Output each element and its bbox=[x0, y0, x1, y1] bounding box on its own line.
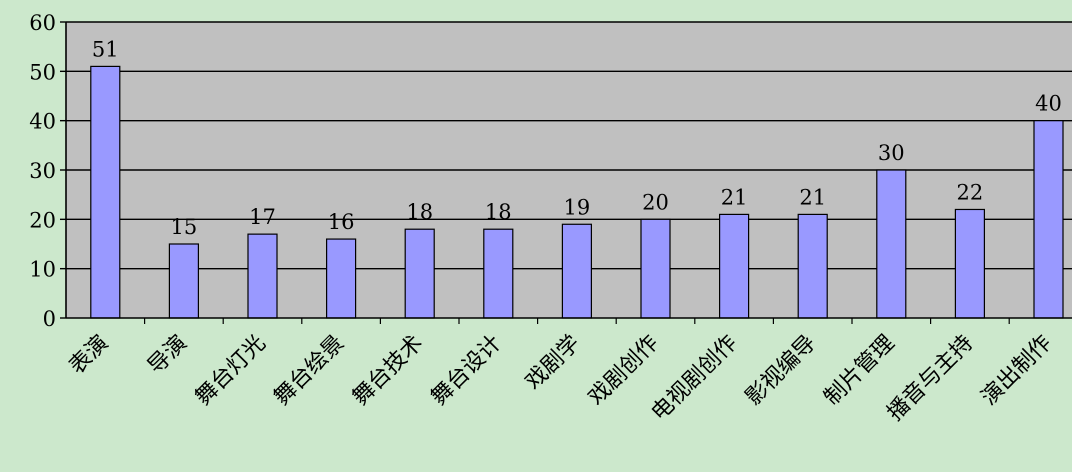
bar bbox=[718, 213, 750, 319]
bar bbox=[876, 169, 907, 319]
data-label: 15 bbox=[171, 215, 198, 239]
x-tick-label: 导演 bbox=[143, 331, 192, 380]
x-tick-label: 舞台技术 bbox=[348, 331, 428, 411]
gridlines bbox=[66, 21, 1072, 270]
x-tick-label: 演出制作 bbox=[977, 331, 1057, 411]
x-tick-label: 表演 bbox=[65, 331, 114, 380]
y-tick-label: 0 bbox=[43, 307, 56, 331]
x-tick-label: 舞台灯光 bbox=[191, 331, 271, 411]
bar bbox=[326, 238, 357, 319]
bar bbox=[247, 233, 278, 319]
bar bbox=[797, 213, 828, 319]
data-label: 18 bbox=[485, 200, 512, 224]
data-label: 21 bbox=[799, 185, 826, 209]
x-tick-label: 制片管理 bbox=[820, 331, 900, 411]
bar bbox=[404, 228, 435, 319]
data-label: 22 bbox=[957, 180, 984, 204]
x-tick-label: 影视编导 bbox=[741, 331, 821, 411]
data-label: 30 bbox=[878, 141, 905, 165]
y-tick-label: 20 bbox=[29, 208, 56, 232]
data-label: 19 bbox=[564, 195, 591, 219]
data-label: 17 bbox=[249, 205, 276, 229]
data-label: 16 bbox=[328, 210, 355, 234]
y-tick-label: 40 bbox=[29, 110, 56, 134]
y-tick-label: 50 bbox=[29, 60, 56, 84]
data-label: 21 bbox=[721, 185, 748, 209]
bar bbox=[90, 65, 121, 319]
x-tick-label: 戏剧学 bbox=[521, 331, 585, 395]
x-tick-label: 舞台绘景 bbox=[269, 331, 349, 411]
y-tick-label: 30 bbox=[29, 159, 56, 183]
bar bbox=[483, 228, 514, 319]
x-tick-label: 舞台设计 bbox=[427, 331, 507, 411]
bars bbox=[90, 65, 1064, 319]
y-tick-label: 60 bbox=[29, 11, 56, 35]
y-tick-label: 10 bbox=[29, 258, 56, 282]
bar bbox=[168, 243, 199, 319]
x-tick-label: 戏剧创作 bbox=[584, 331, 664, 411]
x-tick-label: 播音与主持 bbox=[883, 331, 978, 426]
data-labels: 51 15 17 16 18 18 19 20 21 21 30 22 40 bbox=[92, 37, 1062, 239]
bar bbox=[1033, 120, 1064, 319]
data-label: 20 bbox=[642, 190, 669, 214]
x-tick-label: 电视剧创作 bbox=[647, 331, 742, 426]
data-label: 18 bbox=[406, 200, 433, 224]
data-label: 40 bbox=[1035, 92, 1062, 116]
data-label: 51 bbox=[92, 37, 119, 61]
bar bbox=[561, 223, 593, 319]
bar bbox=[640, 218, 671, 319]
bar bbox=[954, 208, 986, 319]
